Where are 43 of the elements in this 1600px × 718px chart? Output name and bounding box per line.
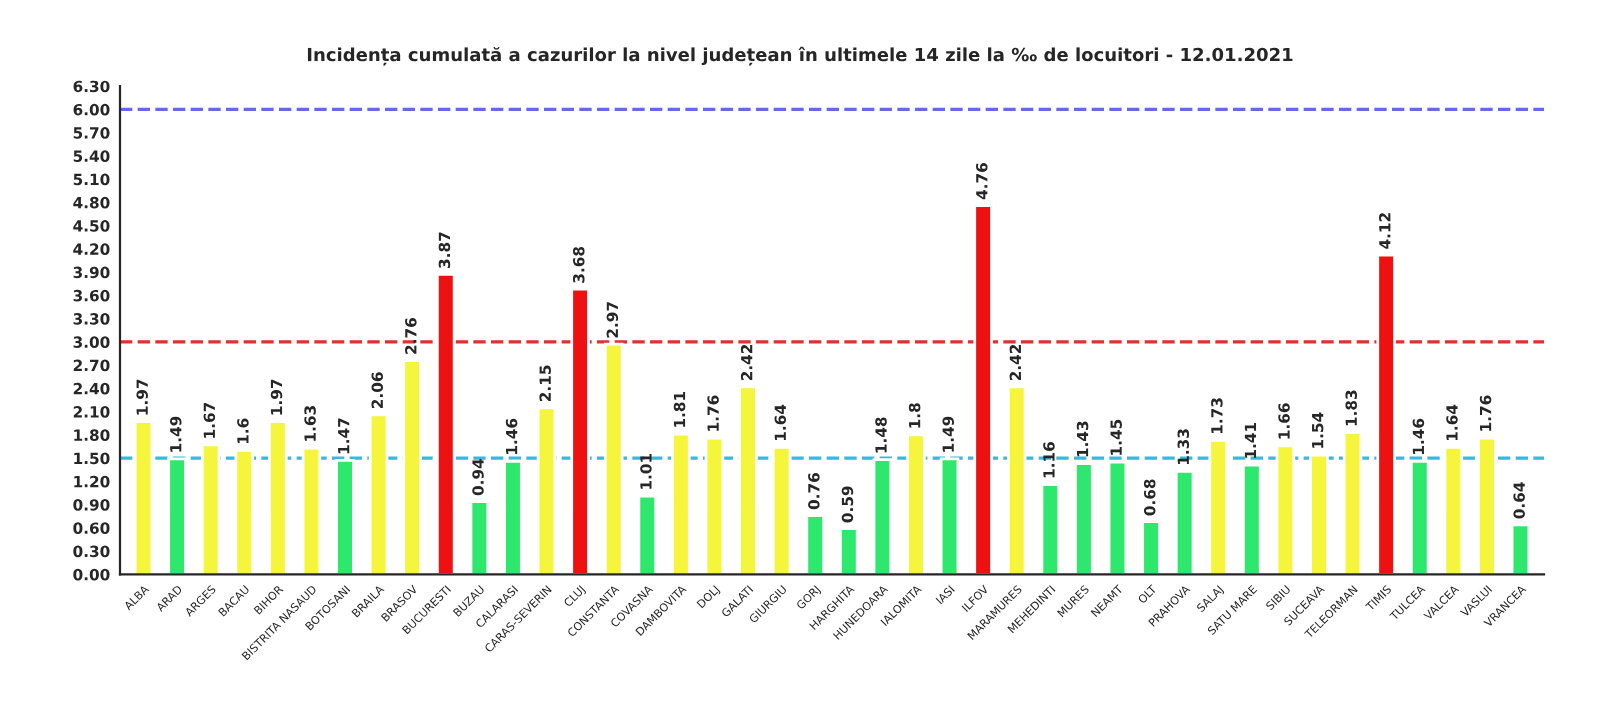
bar	[1409, 459, 1430, 575]
bar	[939, 457, 960, 575]
bar	[1208, 438, 1229, 575]
bar	[402, 359, 422, 575]
bar	[1477, 436, 1497, 575]
bar	[167, 457, 187, 575]
bar	[268, 420, 288, 575]
bar	[503, 459, 523, 575]
bar	[435, 273, 456, 575]
bar	[637, 494, 658, 575]
bar	[234, 449, 255, 575]
bar	[839, 527, 859, 575]
bar	[872, 458, 893, 575]
bar	[1040, 483, 1061, 575]
bar	[133, 420, 154, 575]
bar	[1510, 523, 1531, 575]
bar	[1342, 431, 1363, 575]
bar	[906, 433, 926, 575]
bar	[1141, 520, 1161, 575]
bar	[536, 406, 557, 575]
bar	[469, 500, 490, 575]
bar	[805, 514, 825, 575]
bar	[771, 445, 792, 575]
bar	[1107, 460, 1128, 575]
bar	[1309, 453, 1329, 575]
bar	[1275, 444, 1296, 575]
bar	[1074, 462, 1094, 575]
chart-title: Incidența cumulată a cazurilor la nivel județean în ultimele 14 zile la ‰ de locuitori - 12.01.2021	[307, 46, 1293, 66]
bar	[368, 413, 389, 575]
bar	[738, 385, 758, 575]
bar	[200, 443, 221, 575]
bar	[704, 436, 725, 575]
bar	[1242, 463, 1262, 575]
bar	[570, 287, 590, 575]
bar	[973, 204, 993, 575]
bar	[1006, 385, 1027, 575]
bar	[335, 459, 355, 575]
bar	[671, 432, 691, 575]
bar	[1443, 445, 1464, 575]
bar	[1174, 469, 1195, 575]
bar	[603, 342, 624, 575]
bar	[301, 446, 322, 575]
bar	[1376, 253, 1396, 575]
